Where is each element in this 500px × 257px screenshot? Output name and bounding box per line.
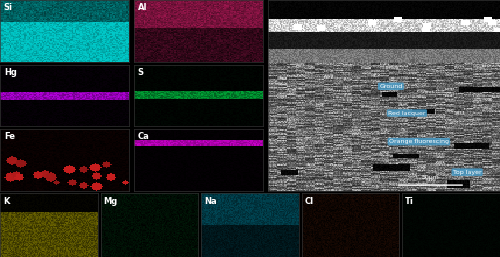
Text: Fe: Fe xyxy=(4,132,15,141)
Text: Orange fluorescing: Orange fluorescing xyxy=(389,139,449,144)
Text: Red lacquer: Red lacquer xyxy=(388,111,426,115)
Text: Al: Al xyxy=(138,3,147,12)
Text: Mg: Mg xyxy=(104,197,118,206)
Text: Ca: Ca xyxy=(138,132,149,141)
Text: K: K xyxy=(3,197,10,206)
Text: Si: Si xyxy=(4,3,13,12)
Text: S: S xyxy=(138,68,144,77)
Text: Hg: Hg xyxy=(4,68,16,77)
Text: Ground: Ground xyxy=(380,84,402,89)
Text: 50μm: 50μm xyxy=(422,175,440,180)
Text: Ti: Ti xyxy=(406,197,414,206)
Text: Cl: Cl xyxy=(304,197,314,206)
Text: Top layer: Top layer xyxy=(453,170,482,175)
Text: Na: Na xyxy=(204,197,216,206)
